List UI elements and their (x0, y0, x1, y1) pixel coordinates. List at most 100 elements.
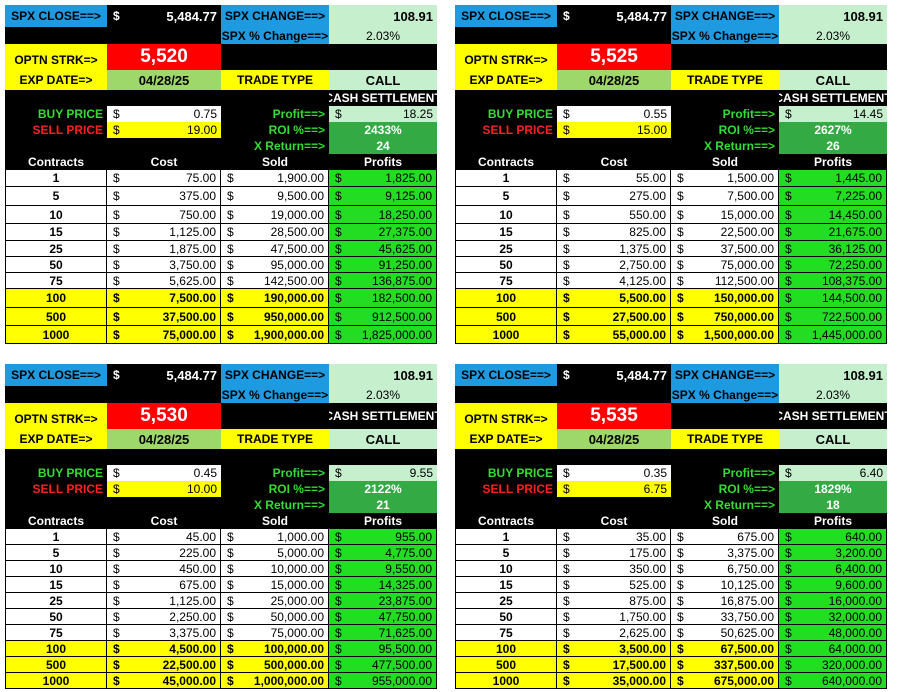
blank-cell (5, 386, 221, 403)
roi-value: 2627% (779, 122, 887, 138)
profit-label: Profit==> (221, 106, 329, 122)
table-row: 25 $1,875.00 $47,500.00 $45,625.00 (5, 241, 437, 257)
sold-cell: $675.00 (671, 529, 779, 545)
blank-cell (5, 497, 221, 513)
cash-settlement-label (329, 449, 437, 465)
col-header-sold: Sold (671, 513, 779, 529)
spx-pct-change-label: SPX % Change==> (671, 386, 779, 403)
table-row: 10 $350.00 $6,750.00 $6,400.00 (455, 561, 887, 577)
profit-cell: $912,500.00 (329, 308, 437, 326)
cost-cell: $75,000.00 (107, 326, 221, 344)
sold-cell: $190,000.00 (221, 289, 329, 308)
table-row: 5 $225.00 $5,000.00 $4,775.00 (5, 545, 437, 561)
profit-cell: $955,000.00 (329, 673, 437, 689)
cost-cell: $3,750.00 (107, 257, 221, 273)
trade-type-label: TRADE TYPE (671, 429, 779, 449)
table-row: 15 $675.00 $15,000.00 $14,325.00 (5, 577, 437, 593)
roi-value: 2433% (329, 122, 437, 138)
spx-change-value: 108.91 (779, 364, 887, 386)
table-row: 25 $1,125.00 $25,000.00 $23,875.00 (5, 593, 437, 609)
spx-pct-change-value: 2.03% (779, 27, 887, 44)
profit-cell: $48,000.00 (779, 625, 887, 641)
contracts-cell: 100 (5, 289, 107, 308)
exp-date-label: EXP DATE=> (5, 429, 107, 449)
profit-cell: $136,875.00 (329, 273, 437, 289)
sold-cell: $19,000.00 (221, 206, 329, 224)
sold-cell: $112,500.00 (671, 273, 779, 289)
contracts-cell: 1000 (5, 326, 107, 344)
profit-cell: $16,000.00 (779, 593, 887, 609)
profit-cell: $14,450.00 (779, 206, 887, 224)
profit-label: Profit==> (671, 465, 779, 481)
cost-cell: $675.00 (107, 577, 221, 593)
cash-settlement-slot (779, 44, 887, 70)
profit-cell: $91,250.00 (329, 257, 437, 273)
cost-cell: $5,500.00 (557, 289, 671, 308)
sell-price-label: SELL PRICE (455, 122, 557, 138)
trade-type-value: CALL (329, 429, 437, 449)
contracts-cell: 5 (5, 545, 107, 561)
trade-type-value: CALL (329, 70, 437, 90)
spx-change-value: 108.91 (329, 5, 437, 27)
table-row: 500 $17,500.00 $337,500.00 $320,000.00 (455, 657, 887, 673)
profit-cell: $1,445.00 (779, 170, 887, 187)
contracts-cell: 100 (455, 289, 557, 308)
table-row: 1000 $55,000.00 $1,500,000.00 $1,445,000.00 (455, 326, 887, 344)
cost-cell: $825.00 (557, 224, 671, 241)
cost-cell: $35,000.00 (557, 673, 671, 689)
cost-cell: $7,500.00 (107, 289, 221, 308)
contracts-cell: 500 (455, 308, 557, 326)
cash-settlement-label (779, 449, 887, 465)
trade-type-label: TRADE TYPE (221, 70, 329, 90)
sold-cell: $750,000.00 (671, 308, 779, 326)
sold-cell: $75,000.00 (671, 257, 779, 273)
profit-cell: $6,400.00 (779, 561, 887, 577)
cost-cell: $17,500.00 (557, 657, 671, 673)
contracts-cell: 1000 (455, 326, 557, 344)
profit-cell: $4,775.00 (329, 545, 437, 561)
contracts-cell: 10 (455, 561, 557, 577)
col-header-contracts: Contracts (455, 513, 557, 529)
sold-cell: $7,500.00 (671, 187, 779, 206)
table-row: 75 $4,125.00 $112,500.00 $108,375.00 (455, 273, 887, 289)
cost-cell: $1,875.00 (107, 241, 221, 257)
sold-cell: $37,500.00 (671, 241, 779, 257)
strike-value: 5,520 (107, 44, 221, 70)
cost-cell: $3,500.00 (557, 641, 671, 657)
table-row: 25 $875.00 $16,875.00 $16,000.00 (455, 593, 887, 609)
table-row: 1000 $75,000.00 $1,900,000.00 $1,825,000.00 (5, 326, 437, 344)
sold-cell: $500,000.00 (221, 657, 329, 673)
sold-cell: $50,000.00 (221, 609, 329, 625)
contracts-cell: 500 (455, 657, 557, 673)
sold-cell: $6,750.00 (671, 561, 779, 577)
table-row: 1000 $45,000.00 $1,000,000.00 $955,000.00 (5, 673, 437, 689)
contracts-cell: 1 (5, 529, 107, 545)
cost-cell: $4,500.00 (107, 641, 221, 657)
table-row: 1000 $35,000.00 $675,000.00 $640,000.00 (455, 673, 887, 689)
buy-price-value: $0.55 (557, 106, 671, 122)
col-header-profits: Profits (329, 154, 437, 170)
sold-cell: $1,000.00 (221, 529, 329, 545)
table-row: 50 $2,250.00 $50,000.00 $47,750.00 (5, 609, 437, 625)
col-header-contracts: Contracts (455, 154, 557, 170)
roi-label: ROI %==> (671, 481, 779, 497)
cost-cell: $1,125.00 (107, 593, 221, 609)
sold-cell: $950,000.00 (221, 308, 329, 326)
spx-change-label: SPX CHANGE==> (221, 364, 329, 386)
table-row: 1 $75.00 $1,900.00 $1,825.00 (5, 170, 437, 187)
cost-cell: $27,500.00 (557, 308, 671, 326)
sold-cell: $15,000.00 (671, 206, 779, 224)
x-return-label: X Return==> (221, 138, 329, 154)
contracts-cell: 25 (455, 241, 557, 257)
profit-cell: $640,000.00 (779, 673, 887, 689)
profit-cell: $108,375.00 (779, 273, 887, 289)
contracts-cell: 25 (5, 593, 107, 609)
blank-cell (5, 27, 221, 44)
col-header-sold: Sold (221, 513, 329, 529)
trade-type-value: CALL (779, 70, 887, 90)
col-header-contracts: Contracts (5, 513, 107, 529)
cost-cell: $35.00 (557, 529, 671, 545)
optn-strk-label: OPTN STRK=> (455, 44, 557, 70)
profit-cell: $9,550.00 (329, 561, 437, 577)
x-return-value: 18 (779, 497, 887, 513)
